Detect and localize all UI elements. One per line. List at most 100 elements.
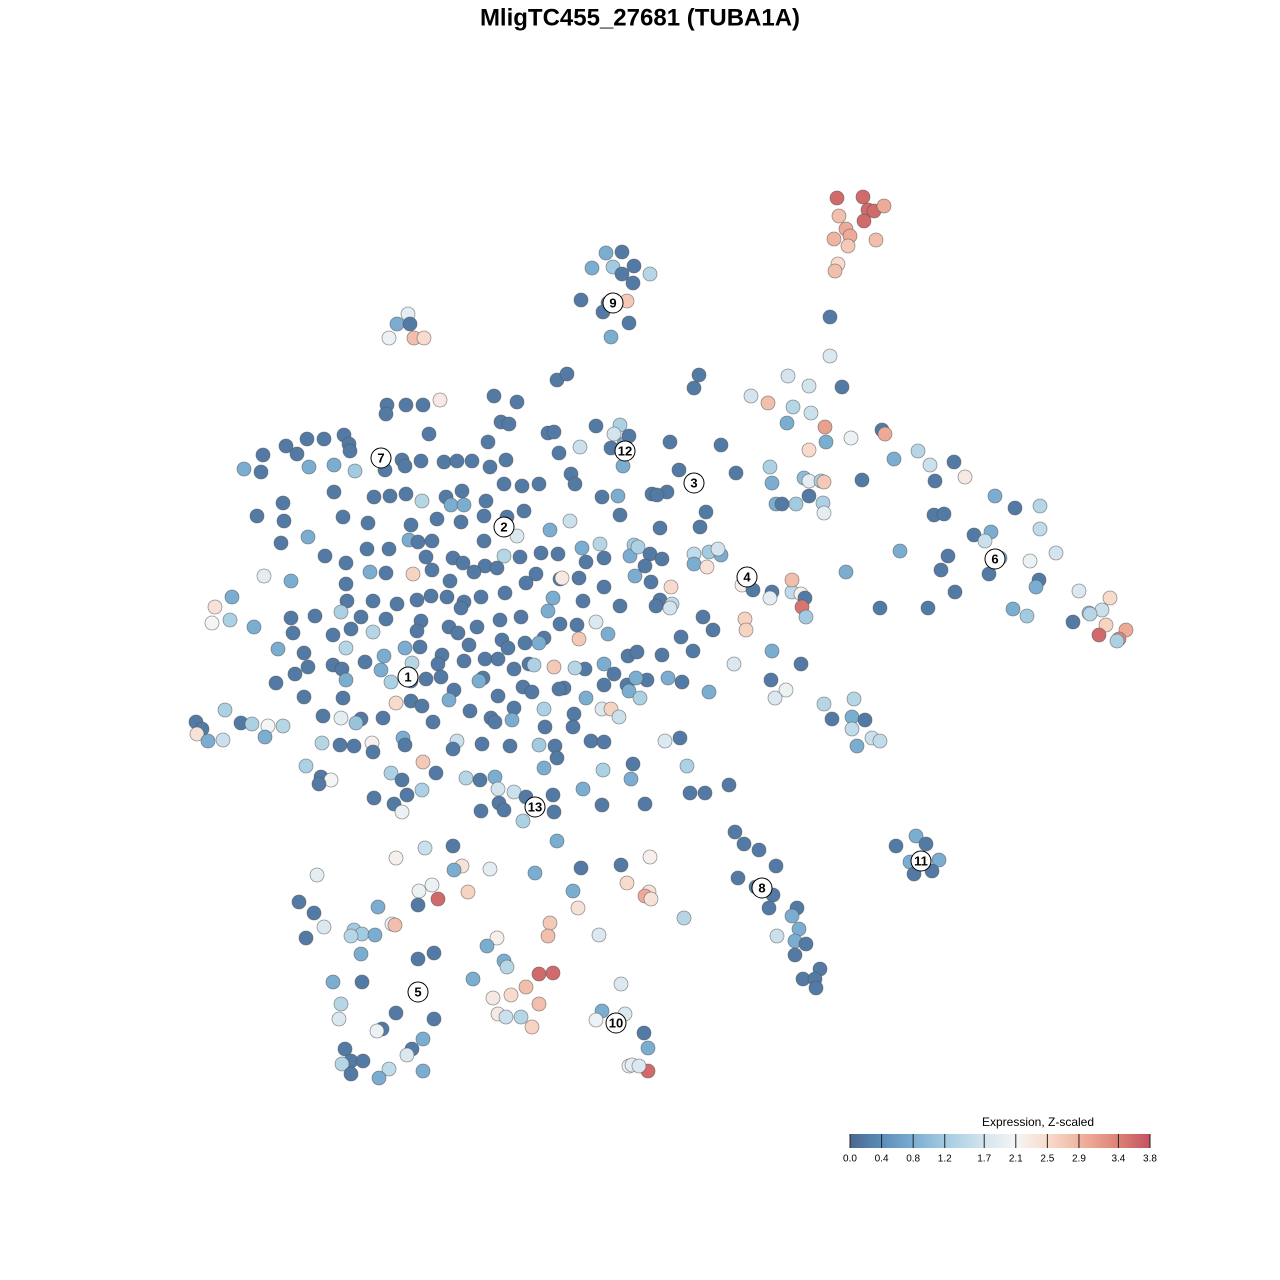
point (524, 684, 540, 700)
point (779, 415, 795, 431)
point (598, 245, 614, 261)
point (531, 476, 547, 492)
point (471, 673, 487, 689)
point (614, 244, 630, 260)
point (1071, 583, 1087, 599)
point (331, 1011, 347, 1027)
point (411, 883, 427, 899)
point (454, 483, 470, 499)
point (549, 750, 565, 766)
point (551, 681, 567, 697)
point (784, 908, 800, 924)
point (946, 454, 962, 470)
point (626, 258, 642, 274)
point (487, 714, 503, 730)
point (394, 804, 410, 820)
point (436, 454, 452, 470)
point (840, 238, 856, 254)
point (1065, 614, 1081, 630)
point (418, 549, 434, 565)
point (762, 459, 778, 475)
point (496, 802, 512, 818)
point (498, 1009, 514, 1025)
point (623, 771, 639, 787)
point (642, 266, 658, 282)
point (637, 558, 653, 574)
point (326, 457, 342, 473)
point (685, 643, 701, 659)
point (619, 875, 635, 891)
point (430, 656, 446, 672)
point (537, 719, 553, 735)
point (611, 709, 627, 725)
point (455, 555, 471, 571)
cluster-badge (683, 472, 705, 494)
point (843, 430, 859, 446)
point (892, 543, 908, 559)
point (540, 603, 556, 619)
point (632, 690, 648, 706)
point (296, 645, 312, 661)
point (412, 639, 428, 655)
point (289, 446, 305, 462)
point (727, 824, 743, 840)
point (788, 496, 804, 512)
point (596, 550, 612, 566)
point (482, 861, 498, 877)
point (761, 900, 777, 916)
point (613, 976, 629, 992)
point (499, 959, 515, 975)
point (554, 570, 570, 586)
point (769, 928, 785, 944)
point (326, 484, 342, 500)
cluster-label: 5 (414, 984, 421, 999)
point (316, 919, 332, 935)
point (552, 616, 568, 632)
cluster-badge (736, 566, 758, 588)
point (531, 966, 547, 982)
colorbar-tick-label: 2.1 (1009, 1154, 1023, 1165)
point (415, 397, 431, 413)
point (686, 380, 702, 396)
point (367, 927, 383, 943)
point (449, 453, 465, 469)
point (726, 656, 742, 672)
point (551, 445, 567, 461)
point (686, 556, 702, 572)
point (369, 1023, 385, 1039)
point (309, 867, 325, 883)
point (764, 643, 780, 659)
point (215, 732, 231, 748)
point (365, 624, 381, 640)
point (504, 712, 520, 728)
point (424, 562, 440, 578)
point (596, 579, 612, 595)
point (291, 894, 307, 910)
point (283, 610, 299, 626)
point (300, 529, 316, 545)
point (600, 626, 616, 642)
point (831, 208, 847, 224)
point (654, 647, 670, 663)
point (854, 472, 870, 488)
point (888, 838, 904, 854)
point (343, 621, 359, 637)
cluster-badge (370, 447, 392, 469)
point (625, 756, 641, 772)
point (342, 443, 358, 459)
point (817, 419, 833, 435)
colorbar-tick-label: 0.8 (906, 1154, 920, 1165)
point (439, 589, 455, 605)
point (652, 520, 668, 536)
point (365, 593, 381, 609)
point (838, 564, 854, 580)
point (503, 987, 519, 1003)
point (460, 884, 476, 900)
point (780, 368, 796, 384)
point (922, 457, 938, 473)
point (660, 670, 676, 686)
point (450, 625, 466, 641)
point (409, 592, 425, 608)
point (627, 568, 643, 584)
point (222, 612, 238, 628)
